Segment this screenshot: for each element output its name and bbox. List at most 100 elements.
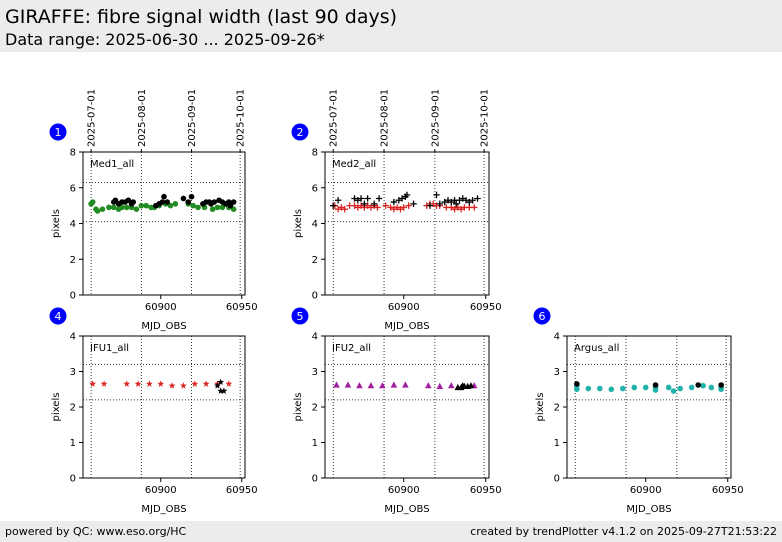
data-point — [172, 201, 179, 207]
data-point — [374, 204, 381, 211]
y-tick-label: 3 — [554, 367, 560, 378]
data-point — [436, 200, 443, 208]
x-tick-label: 60950 — [470, 302, 502, 313]
x-tick-label: 60900 — [630, 485, 662, 496]
data-point — [354, 197, 361, 204]
x-axis-label: MJD_OBS — [384, 504, 429, 515]
x-tick-label: 60950 — [226, 302, 258, 313]
data-point — [134, 380, 142, 387]
data-point — [700, 382, 706, 389]
data-range-subtitle: Data range: 2025-06-30 ... 2025-09-26* — [5, 30, 325, 49]
footer-powered-by: powered by QC: www.eso.org/HC — [5, 525, 187, 538]
data-point — [123, 204, 130, 211]
plot-frame — [324, 335, 490, 479]
data-point — [441, 198, 448, 206]
plot-frame — [82, 151, 246, 296]
data-point — [167, 202, 174, 209]
y-tick-label: 0 — [312, 291, 318, 302]
data-point — [123, 380, 131, 387]
data-point — [164, 199, 171, 205]
chart-panel-6: 6 0 1 2 3 4 60900 60950 MJD_OBS pixels Argus_all — [533, 307, 744, 515]
data-point — [351, 202, 358, 209]
data-point — [180, 382, 187, 389]
y-tick-label: 8 — [70, 148, 76, 159]
data-point — [466, 198, 473, 206]
y-tick-label: 0 — [70, 474, 76, 485]
panel-number-badge — [291, 123, 309, 141]
y-tick-label: 4 — [312, 219, 318, 230]
data-point — [112, 197, 119, 204]
y-tick-label: 2 — [312, 403, 318, 414]
data-point — [665, 384, 672, 391]
plot-frame — [566, 335, 732, 479]
y-tick-label: 3 — [70, 367, 76, 378]
data-point — [146, 380, 153, 387]
data-point — [202, 380, 210, 387]
date-tick-label: 2025-09-01 — [430, 89, 441, 147]
data-point — [597, 385, 603, 392]
y-tick-label: 3 — [312, 367, 318, 378]
data-point — [405, 202, 412, 209]
y-axis-label: pixels — [51, 393, 62, 422]
data-point — [364, 195, 371, 202]
data-point — [688, 384, 695, 391]
panel-number-badge — [533, 307, 551, 325]
data-point — [402, 381, 409, 388]
data-point — [677, 385, 683, 392]
date-tick-label: 2025-09-01 — [187, 89, 198, 147]
x-axis-label: MJD_OBS — [141, 504, 186, 515]
x-tick-label: 60950 — [226, 485, 258, 496]
data-point — [608, 386, 615, 393]
date-tick-label: 2025-10-01 — [480, 89, 491, 147]
x-tick-label: 60950 — [712, 485, 744, 496]
data-point — [99, 206, 106, 212]
y-tick-label: 1 — [554, 438, 560, 449]
data-point — [447, 382, 455, 389]
date-tick-label: 2025-07-01 — [87, 89, 98, 147]
y-tick-label: 2 — [554, 403, 560, 414]
data-point — [390, 198, 398, 206]
date-tick-label: 2025-07-01 — [329, 89, 340, 147]
panel-number-badge — [49, 307, 67, 325]
data-point — [161, 193, 167, 200]
x-tick-label: 60900 — [388, 485, 420, 496]
chart-panel-1: 1 2025-07-01 2025-08-01 2025-09-01 2025-10-0… — [49, 89, 258, 332]
data-point — [393, 204, 401, 211]
data-point — [209, 206, 216, 212]
data-point — [220, 387, 228, 394]
trend-plots: 1 2025-07-01 2025-08-01 2025-09-01 2025-10-0… — [49, 89, 744, 515]
data-point — [642, 384, 649, 391]
y-axis-label: pixels — [51, 209, 62, 238]
data-point — [225, 380, 233, 387]
data-point — [397, 206, 404, 213]
data-point — [379, 382, 386, 389]
data-point — [433, 191, 440, 199]
data-point — [195, 204, 201, 211]
panel-number-badge — [49, 123, 67, 141]
panel-label: Med1_all — [90, 159, 134, 170]
panel-label: Med2_all — [332, 159, 376, 170]
panel-number-label: 4 — [55, 310, 62, 323]
data-point — [341, 206, 348, 213]
data-point — [426, 202, 434, 209]
panel-number-label: 6 — [539, 310, 546, 323]
data-point — [364, 202, 371, 209]
data-point — [367, 382, 375, 389]
chart-panel-2: 2 2025-07-01 2025-08-01 2025-09-01 2025-10-0… — [291, 89, 502, 332]
data-point — [188, 193, 195, 200]
data-point — [130, 199, 137, 205]
y-tick-label: 2 — [70, 403, 76, 414]
data-point — [398, 195, 406, 202]
data-point — [390, 206, 398, 213]
data-point — [585, 385, 592, 392]
data-point — [430, 200, 437, 208]
data-point — [185, 199, 192, 205]
data-point — [382, 202, 389, 209]
data-point — [190, 202, 196, 209]
data-point — [474, 195, 481, 202]
data-point — [334, 206, 342, 213]
y-tick-label: 0 — [554, 474, 560, 485]
data-point — [351, 195, 358, 202]
data-point — [444, 197, 452, 204]
